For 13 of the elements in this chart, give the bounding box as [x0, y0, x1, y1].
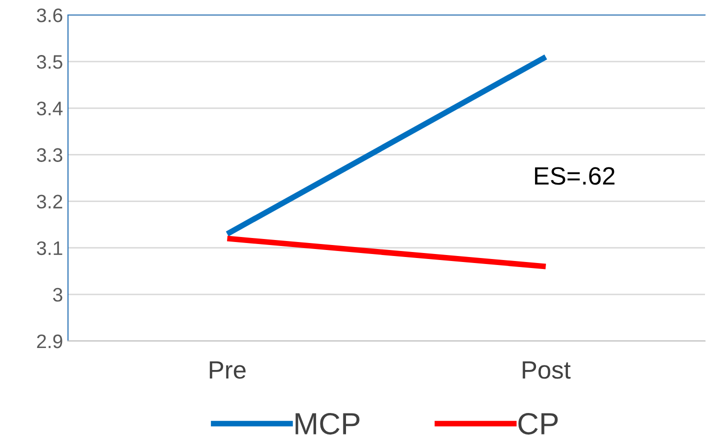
y-tick-label: 3 [53, 288, 62, 302]
annotation: ES=.62 [535, 167, 614, 185]
x-tick-label: Pre [210, 361, 246, 379]
y-tick-label: 2.9 [37, 334, 62, 348]
y-tick-label: 3.5 [36, 55, 62, 69]
y-tick-label: 3.6 [36, 8, 62, 22]
y-tick-label: 3.2 [36, 194, 62, 209]
x-tick-label: Post [522, 361, 571, 379]
y-tick-label: 3.3 [36, 148, 62, 162]
legend-label: MCP [296, 412, 360, 435]
legend-label: CP [518, 412, 558, 435]
y-tick-label: 3.4 [36, 102, 63, 116]
y-tick-label: 3.1 [36, 241, 62, 256]
